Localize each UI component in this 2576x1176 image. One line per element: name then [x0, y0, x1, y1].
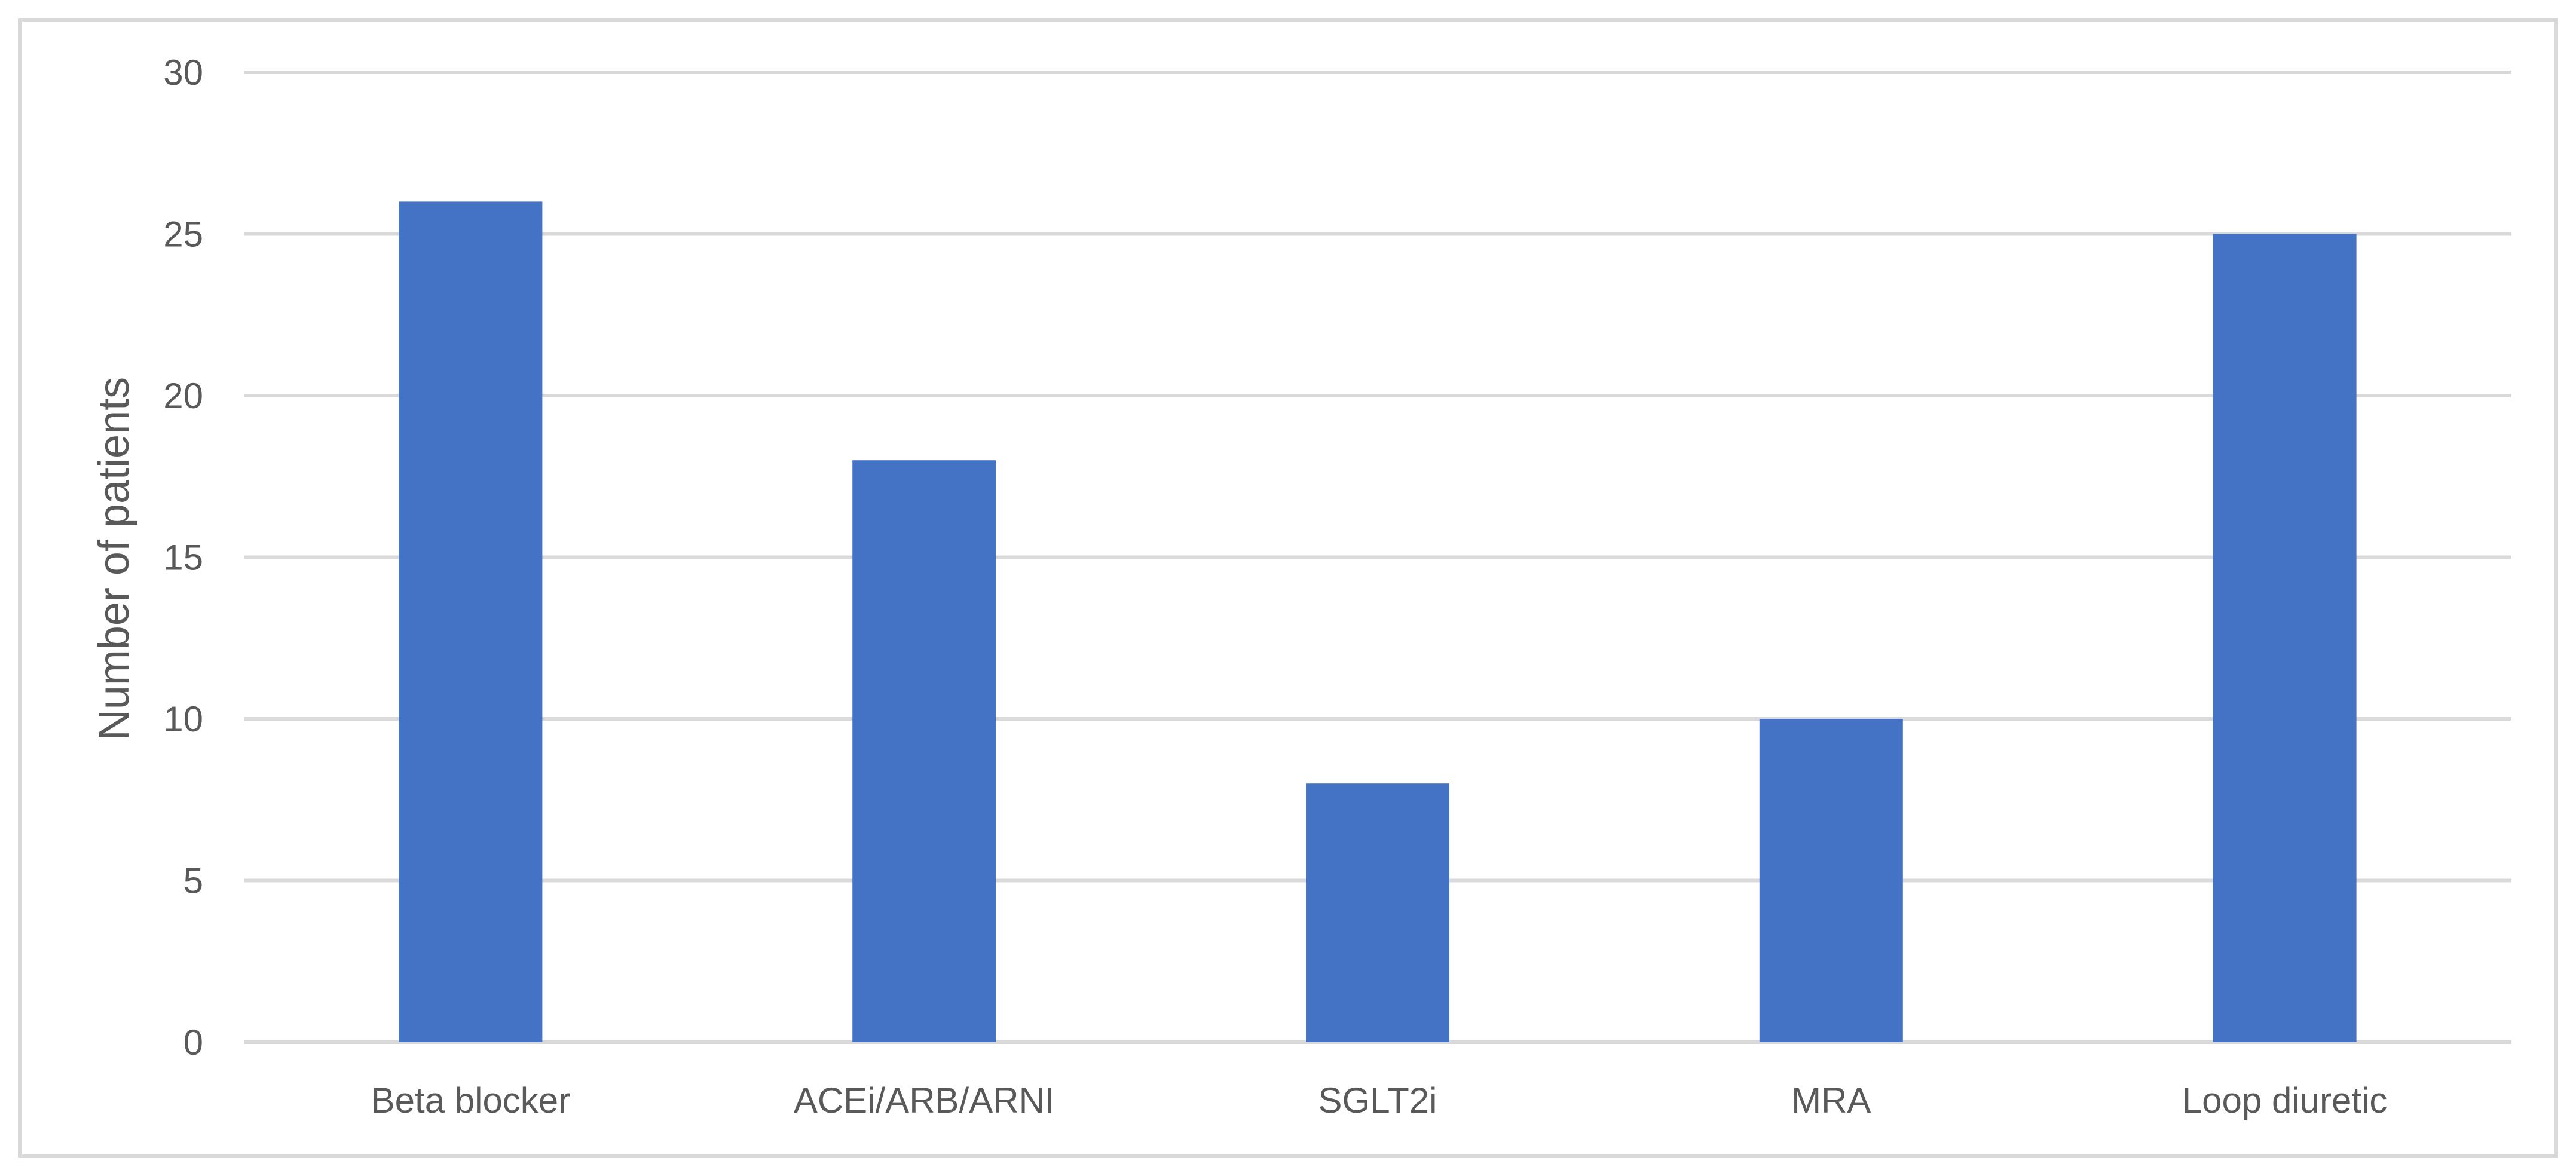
bar-sglt2i [1306, 783, 1449, 1042]
y-tick-label: 20 [163, 376, 203, 416]
y-tick-label: 10 [163, 699, 203, 739]
gridlines [244, 71, 2511, 1044]
x-tick-label: MRA [1791, 1080, 1871, 1120]
x-tick-label: Beta blocker [371, 1080, 571, 1120]
y-tick-label: 25 [163, 215, 203, 255]
y-tick-label: 5 [183, 861, 203, 901]
bar-mra [1759, 719, 1903, 1042]
bar-loop-diuretic [2213, 234, 2357, 1042]
x-tick-labels: Beta blocker ACEi/ARB/ARNI SGLT2i MRA Loop d… [371, 1080, 2388, 1120]
y-tick-label: 0 [183, 1022, 203, 1062]
bar-beta-blocker [399, 201, 543, 1042]
bars [399, 201, 2357, 1042]
x-tick-label: Loop diuretic [2182, 1080, 2388, 1120]
x-tick-label: SGLT2i [1318, 1080, 1437, 1120]
bar-acei-arb-arni [852, 460, 996, 1042]
y-tick-label: 15 [163, 538, 203, 578]
y-tick-label: 30 [163, 53, 203, 93]
y-axis-title: Number of patients [90, 377, 138, 740]
y-tick-labels: 0 5 10 15 20 25 30 [163, 53, 203, 1062]
x-tick-label: ACEi/ARB/ARNI [794, 1080, 1055, 1120]
